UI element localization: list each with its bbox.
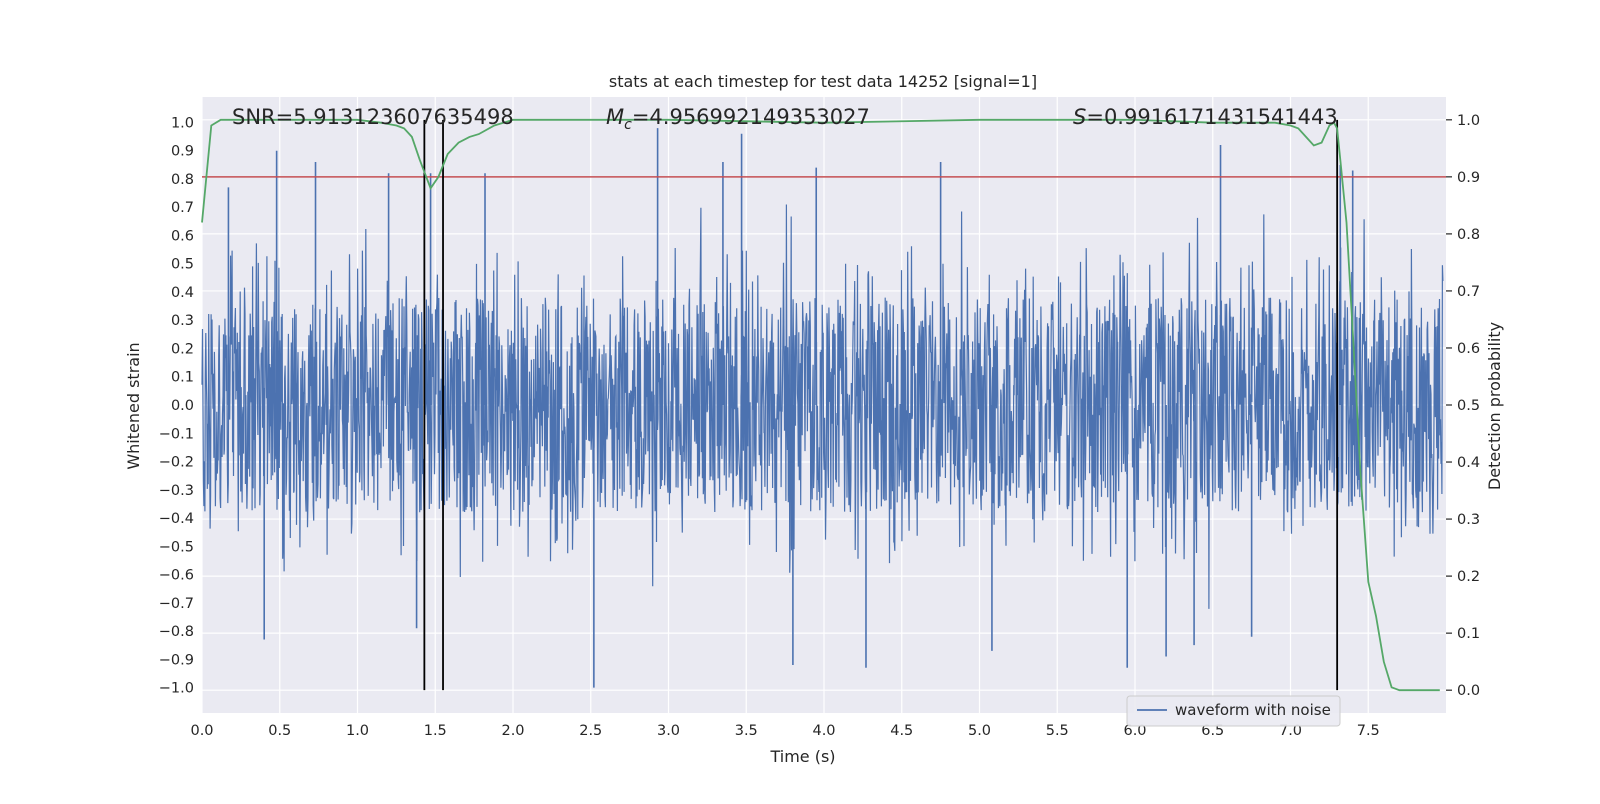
y-tick-label-13: −0.3 [159, 483, 194, 499]
y-tick-label-9: 0.1 [171, 370, 194, 386]
y-tick-label-5: 0.5 [171, 257, 194, 273]
y-tick-label-18: −0.8 [159, 624, 194, 640]
y-tick-label-0: 1.0 [171, 115, 194, 131]
y-tick-label-12: −0.2 [159, 455, 194, 471]
x-tick-label-4: 2.0 [501, 723, 524, 739]
x-tick-label-2: 1.0 [346, 723, 369, 739]
y-right-tick-label-3: 0.7 [1457, 284, 1480, 300]
x-tick-label-14: 7.0 [1279, 723, 1302, 739]
x-axis-label: Time (s) [769, 747, 835, 766]
x-tick-label-5: 2.5 [579, 723, 602, 739]
x-tick-label-8: 4.0 [812, 723, 835, 739]
x-tick-label-3: 1.5 [424, 723, 447, 739]
legend: waveform with noise [1126, 695, 1341, 727]
x-tick-label-11: 5.5 [1046, 723, 1069, 739]
y-axis-label: Whitened strain [124, 342, 143, 469]
x-tick-label-1: 0.5 [268, 723, 291, 739]
chirp-mass-subscript: c [624, 117, 632, 133]
x-tick-label-6: 3.0 [657, 723, 680, 739]
y-tick-label-16: −0.6 [159, 568, 194, 584]
y-tick-label-4: 0.6 [171, 228, 194, 244]
y-right-tick-label-2: 0.8 [1457, 227, 1480, 243]
probability-line [201, 118, 1440, 692]
s-value: =0.9916171431541443 [1086, 105, 1337, 129]
y-right-tick-label-9: 0.1 [1457, 626, 1480, 642]
y-right-axis-label: Detection probability [1485, 322, 1504, 490]
chirp-mass-annotation: Mc=4.956992149353027 [606, 105, 870, 133]
y-right-tick-label-1: 0.9 [1457, 170, 1480, 186]
y-tick-label-7: 0.3 [171, 313, 194, 329]
y-tick-label-11: −0.1 [159, 426, 194, 442]
y-right-tick-label-5: 0.5 [1457, 398, 1480, 414]
y-right-tick-label-6: 0.4 [1457, 455, 1480, 471]
vertical-markers [423, 119, 1339, 691]
legend-label: waveform with noise [1175, 701, 1331, 719]
y-right-tick-label-7: 0.3 [1457, 512, 1480, 528]
y-right-tick-label-4: 0.6 [1457, 341, 1480, 357]
y-tick-label-6: 0.4 [171, 285, 194, 301]
y-tick-label-19: −0.9 [159, 652, 194, 668]
y-tick-label-3: 0.7 [171, 200, 194, 216]
waveform-series [201, 128, 1444, 688]
x-tick-label-13: 6.5 [1201, 723, 1224, 739]
x-tick-labels: 0.0 0.5 1.0 1.5 2.0 2.5 3.0 3.5 4.0 4.5 5.0 5.5 6.0 6… [190, 723, 1379, 739]
snr-annotation: SNR=5.913123607635498 [232, 105, 514, 129]
y-right-tick-labels: 1.0 0.9 0.8 0.7 0.6 0.5 0.4 0.3 0.2 0.1 0.0 [1446, 113, 1480, 699]
y-tick-label-1: 0.9 [171, 144, 194, 160]
y-tick-label-2: 0.8 [171, 172, 194, 188]
y-tick-label-15: −0.5 [159, 539, 194, 555]
probability-series [201, 118, 1440, 692]
y-tick-labels: 1.0 0.9 0.8 0.7 0.6 0.5 0.4 0.3 0.2 0.1 0.0 −0.1 −0.… [159, 115, 194, 696]
x-tick-label-12: 6.0 [1123, 723, 1146, 739]
legend-box [1126, 695, 1341, 727]
y-right-tick-label-8: 0.2 [1457, 569, 1480, 585]
x-tick-label-7: 3.5 [735, 723, 758, 739]
y-tick-label-14: −0.4 [159, 511, 194, 527]
x-tick-label-15: 7.5 [1357, 723, 1380, 739]
x-tick-label-0: 0.0 [190, 723, 213, 739]
x-tick-label-9: 4.5 [890, 723, 913, 739]
chirp-mass-value: =4.956992149353027 [632, 105, 870, 129]
chart-title: stats at each timestep for test data 142… [609, 72, 1037, 91]
y-tick-label-17: −0.7 [159, 596, 194, 612]
waveform-line [201, 204, 1444, 609]
x-tick-label-10: 5.0 [968, 723, 991, 739]
y-tick-label-20: −1.0 [159, 681, 194, 697]
y-tick-label-10: 0.0 [171, 398, 194, 414]
y-right-tick-label-0: 1.0 [1457, 113, 1480, 129]
y-tick-label-8: 0.2 [171, 341, 194, 357]
s-annotation: S=0.9916171431541443 [1073, 105, 1338, 129]
chirp-mass-symbol: M [606, 105, 624, 129]
y-right-tick-label-10: 0.0 [1457, 683, 1480, 699]
s-symbol: S [1073, 105, 1086, 129]
